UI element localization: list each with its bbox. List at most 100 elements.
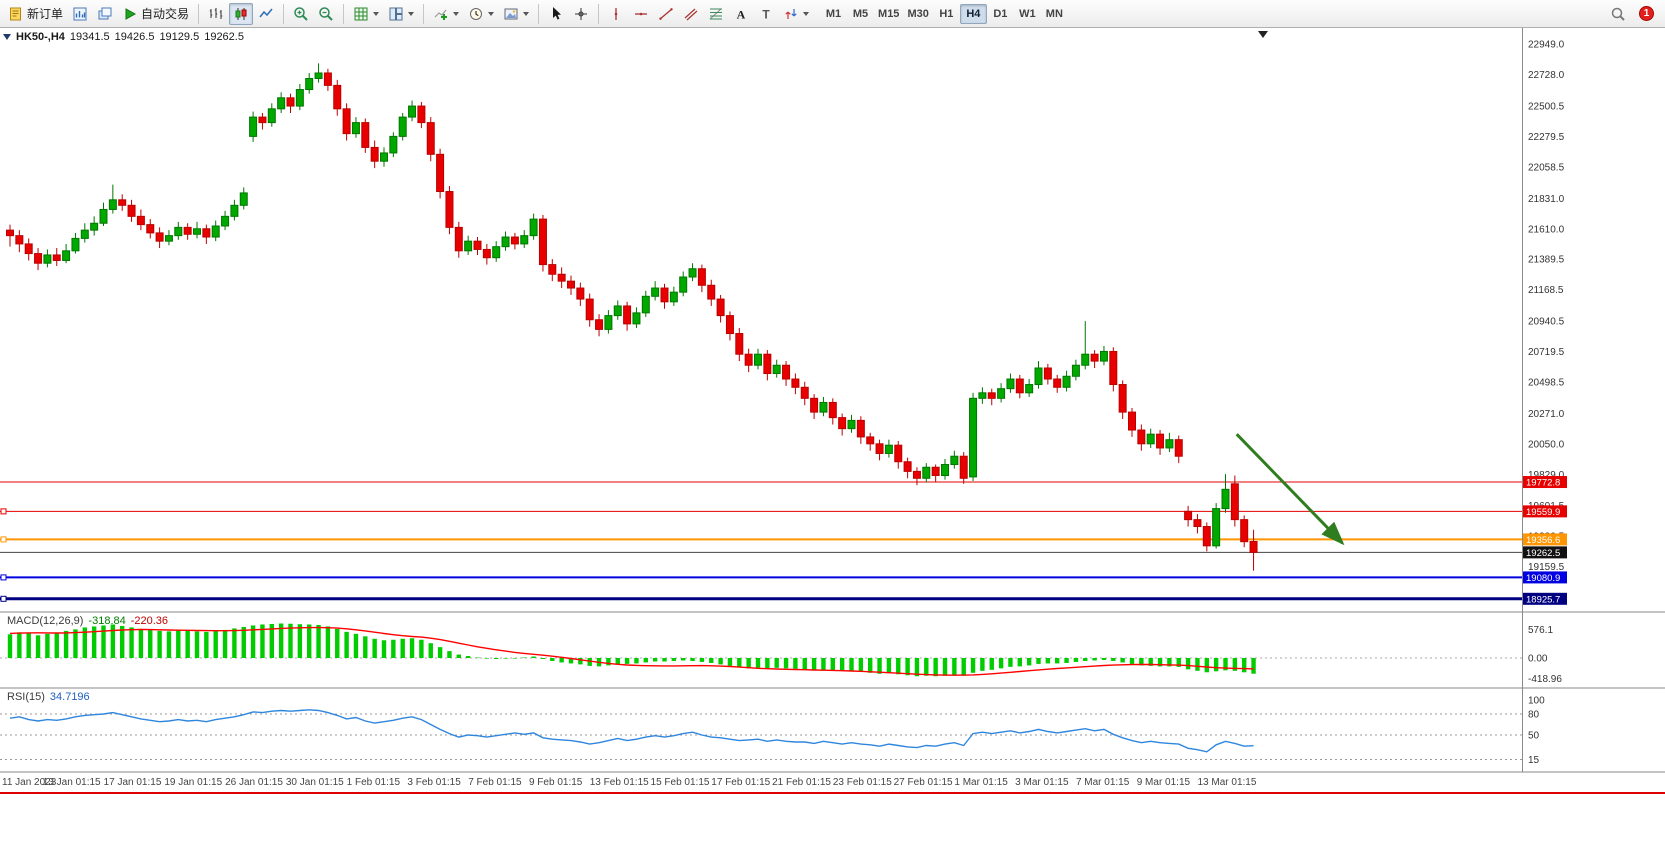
arrows-button[interactable] xyxy=(779,3,813,25)
candle-body xyxy=(305,77,314,91)
price-chart-canvas[interactable]: 22949.0 22728.0 22500.5 22279.5 22058.5 21831… xyxy=(0,28,1665,844)
chart-shift-marker-icon[interactable] xyxy=(1258,31,1268,38)
fibonacci-retracement-button[interactable] xyxy=(704,3,728,25)
candle-body xyxy=(847,419,856,430)
vertical-line-button[interactable] xyxy=(604,3,628,25)
search-button[interactable] xyxy=(1606,3,1630,25)
timeframe-h4-button[interactable]: H4 xyxy=(959,3,987,24)
line-anchor-handle[interactable] xyxy=(0,574,7,581)
line-anchor-handle[interactable] xyxy=(0,536,7,543)
candle xyxy=(361,118,370,153)
price-axis[interactable]: 22949.0 22728.0 22500.5 22279.5 22058.5 21831… xyxy=(1528,40,1565,766)
macd-histogram-bar xyxy=(419,639,424,658)
candle xyxy=(679,271,688,297)
zoom-in-button[interactable] xyxy=(289,3,313,25)
market-watch-button[interactable] xyxy=(68,3,92,25)
candle-body xyxy=(155,232,164,242)
candle-body xyxy=(884,444,893,454)
new-order-button[interactable]: 新订单 xyxy=(4,3,67,25)
candle-body xyxy=(1062,375,1071,388)
candle xyxy=(819,396,828,417)
candle xyxy=(1184,505,1193,527)
macd-histogram-bar xyxy=(1129,658,1135,664)
timeframe-m5-button[interactable]: M5 xyxy=(852,7,869,20)
candle xyxy=(529,213,538,240)
candle xyxy=(1006,373,1015,393)
horizontal-line-button[interactable] xyxy=(629,3,653,25)
periods-button[interactable] xyxy=(464,3,498,25)
text-button[interactable]: A xyxy=(729,3,753,25)
macd-histogram-bar xyxy=(353,633,359,658)
macd-histogram-bar xyxy=(391,639,396,658)
timeframe-d1-button[interactable]: D1 xyxy=(993,7,1008,20)
trendline-button[interactable] xyxy=(654,3,678,25)
timeframe-h1-button[interactable]: H1 xyxy=(939,7,954,20)
macd-histogram-bar xyxy=(1036,658,1041,664)
candle-body xyxy=(1212,508,1221,547)
crosshair-button[interactable] xyxy=(569,3,593,25)
macd-histogram-bar xyxy=(877,658,882,674)
candle-body xyxy=(1137,429,1146,445)
indicators-button[interactable] xyxy=(429,3,463,25)
candle-body xyxy=(501,236,510,248)
price-tick-label: 22728.0 xyxy=(1528,70,1565,81)
timeframe-mn-button[interactable]: MN xyxy=(1045,7,1063,20)
line-anchor-handle[interactable] xyxy=(0,595,7,602)
candle xyxy=(1230,475,1239,527)
new-chart-button[interactable] xyxy=(349,3,383,25)
macd-histogram-bar xyxy=(129,627,134,658)
candle-body xyxy=(1025,384,1034,394)
zoom-out-button[interactable] xyxy=(314,3,338,25)
candle-body xyxy=(464,240,473,252)
toolbar-separator xyxy=(538,3,540,24)
macd-histogram-bar xyxy=(531,656,536,658)
candle xyxy=(6,224,14,247)
macd-histogram-bar xyxy=(839,658,845,671)
macd-histogram-bar xyxy=(1251,658,1256,674)
line-anchor-handle[interactable] xyxy=(0,508,7,515)
candle xyxy=(557,267,566,289)
candle xyxy=(417,101,426,129)
macd-histogram-bar xyxy=(400,638,405,658)
candle xyxy=(772,359,781,378)
candle-body xyxy=(567,280,575,289)
candle xyxy=(978,387,987,404)
candle-body xyxy=(950,455,959,465)
profiles-button[interactable] xyxy=(384,3,418,25)
candle-body xyxy=(361,122,370,148)
trend-arrow-annotation[interactable] xyxy=(1235,433,1345,546)
candle-body xyxy=(782,364,791,380)
timeframe-m15-button[interactable]: M15 xyxy=(878,7,900,20)
templates-button[interactable] xyxy=(499,3,533,25)
candles-layer xyxy=(6,63,1258,571)
candle xyxy=(389,132,398,158)
data-window-button[interactable] xyxy=(93,3,117,25)
candle xyxy=(118,194,127,211)
auto-trading-button[interactable]: 自动交易 xyxy=(118,3,193,25)
candle xyxy=(258,112,267,130)
line-chart-button[interactable] xyxy=(254,3,278,25)
macd-histogram-bar xyxy=(942,658,948,676)
toolbar-separator xyxy=(598,3,600,24)
candle-body xyxy=(1109,350,1118,386)
candlestick-chart-button[interactable] xyxy=(229,2,254,25)
macd-histogram-bar xyxy=(1017,658,1022,667)
timeframe-m1-button[interactable]: M1 xyxy=(825,7,842,20)
auto-trading-label: 自动交易 xyxy=(141,7,190,21)
candle xyxy=(249,111,258,142)
rsi-tick-label: 100 xyxy=(1528,696,1545,707)
timeframe-w1-button[interactable]: W1 xyxy=(1019,7,1036,20)
candle-body xyxy=(735,333,744,355)
bar-chart-button[interactable] xyxy=(204,3,228,25)
timeframe-m30-button[interactable]: M30 xyxy=(907,7,929,20)
candle xyxy=(922,463,931,483)
cursor-button[interactable] xyxy=(544,3,568,25)
price-tag-label: 19080.9 xyxy=(1526,573,1560,584)
price-line-tag xyxy=(1523,571,1567,584)
notification-badge[interactable]: 1 xyxy=(1639,6,1654,21)
macd-histogram-bar xyxy=(447,651,452,658)
text-label-button[interactable]: T xyxy=(754,3,778,25)
dropdown-caret-icon xyxy=(408,11,415,16)
equidistant-channel-button[interactable] xyxy=(679,3,703,25)
